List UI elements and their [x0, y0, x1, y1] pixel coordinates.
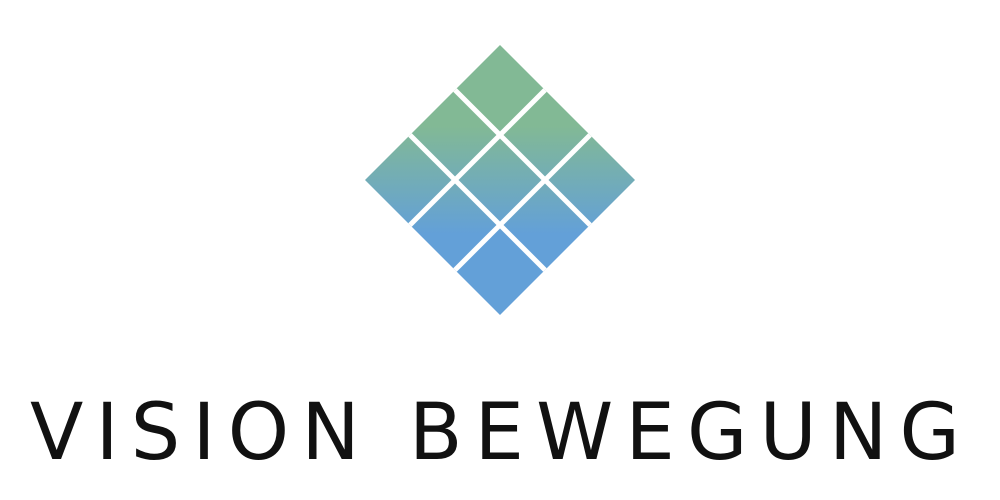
wordmark: VISION BEWEGUNG: [30, 388, 960, 478]
diamond-grid-icon: [365, 45, 635, 315]
